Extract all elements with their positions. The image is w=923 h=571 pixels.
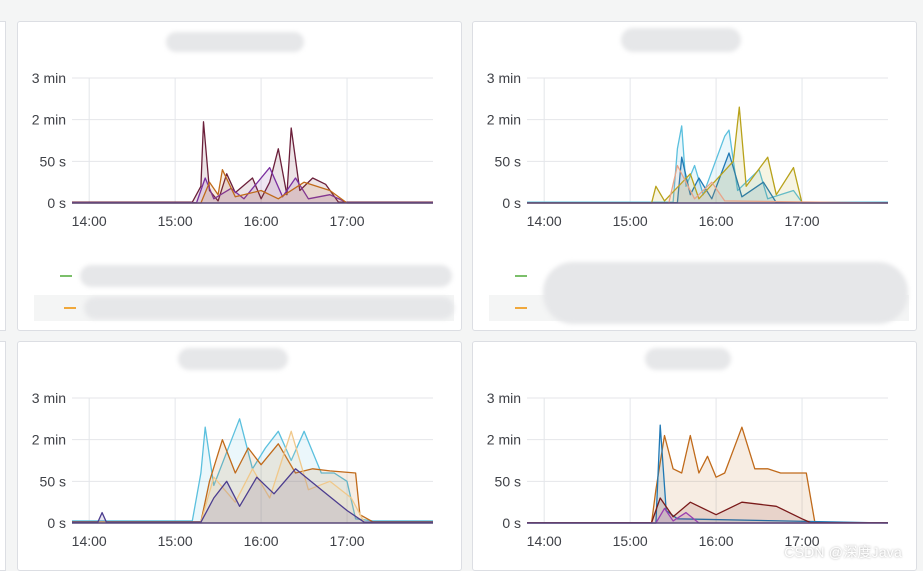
series-line-3 — [527, 106, 888, 204]
y-tick-label: 0 s — [47, 515, 66, 531]
chart-svg-4: 0 s 50 s 2 min 3 min 14:00 15:00 16:00 17:00 — [487, 390, 889, 549]
series-line-3 — [72, 169, 433, 204]
y-tick-label: 50 s — [495, 473, 521, 489]
x-tick-label: 16:00 — [244, 533, 279, 549]
series-area-4 — [527, 165, 888, 203]
series-area-1 — [72, 121, 433, 203]
legend-row-2[interactable] — [34, 295, 454, 321]
panel-title-redacted — [166, 32, 304, 52]
legend-labels-redacted — [543, 262, 908, 324]
legend-swatch-green — [60, 275, 72, 277]
edge-panel-left-top — [0, 21, 6, 331]
y-tick-label: 2 min — [32, 432, 66, 448]
legend-row-1[interactable] — [509, 265, 909, 287]
series-line-1 — [527, 125, 888, 203]
y-tick-label: 50 s — [40, 473, 66, 489]
panel-title-redacted — [645, 348, 731, 370]
y-tick-label: 2 min — [487, 432, 521, 448]
edge-panel-left-bottom — [0, 341, 6, 571]
series-line-4 — [527, 164, 889, 204]
series-line-1 — [72, 418, 433, 522]
series-line-4 — [72, 468, 433, 523]
series-line-3 — [72, 430, 433, 523]
chart-svg-2: 0 s 50 s 2 min 3 min 14:00 15:00 16:00 17:00 — [487, 70, 889, 229]
legend-label-redacted — [80, 265, 452, 287]
y-tick-label: 0 s — [47, 195, 66, 211]
y-tick-label: 50 s — [495, 153, 521, 169]
series-line-2 — [72, 439, 433, 523]
x-tick-label: 14:00 — [72, 533, 107, 549]
series-area-1 — [527, 125, 888, 203]
x-tick-label: 17:00 — [330, 533, 365, 549]
y-tick-label: 2 min — [32, 112, 66, 128]
legend-swatch-green — [515, 275, 527, 277]
chart-svg-3: 0 s 50 s 2 min 3 min 14:00 15:00 16:00 17:00 — [32, 390, 433, 549]
series-line-1 — [72, 121, 433, 203]
x-tick-label: 17:00 — [330, 213, 365, 229]
series-line-3 — [527, 497, 888, 524]
legend-label-redacted — [84, 297, 454, 319]
x-tick-label: 16:00 — [244, 213, 279, 229]
legend-swatch-orange — [64, 307, 76, 309]
x-tick-label: 17:00 — [785, 533, 820, 549]
x-tick-label: 17:00 — [785, 213, 820, 229]
x-tick-label: 14:00 — [527, 213, 562, 229]
series-area-3 — [72, 169, 433, 203]
y-tick-label: 0 s — [502, 195, 521, 211]
x-tick-label: 15:00 — [158, 533, 193, 549]
y-tick-label: 0 s — [502, 515, 521, 531]
y-tick-label: 3 min — [32, 390, 66, 406]
chart-panel-top-left: 0 s 50 s 2 min 3 min 14:00 15:00 16:00 17:00 — [17, 21, 462, 331]
x-tick-label: 14:00 — [72, 213, 107, 229]
series-line-2 — [72, 166, 433, 204]
x-tick-label: 16:00 — [699, 213, 734, 229]
series-area-3 — [72, 431, 433, 523]
chart-svg-1: 0 s 50 s 2 min 3 min 14:00 15:00 16:00 17:00 — [32, 70, 433, 229]
panel-title-redacted — [621, 28, 741, 52]
y-tick-label: 3 min — [487, 390, 521, 406]
x-tick-label: 15:00 — [613, 213, 648, 229]
chart-panel-bottom-right: 0 s 50 s 2 min 3 min 14:00 15:00 16:00 17:00 CS… — [472, 341, 917, 571]
chart-panel-top-right: 0 s 50 s 2 min 3 min 14:00 15:00 16:00 17:00 — [472, 21, 917, 331]
series-area-2 — [72, 167, 433, 203]
y-tick-label: 3 min — [487, 70, 521, 86]
watermark-text: CSDN @深度Java — [784, 544, 902, 560]
chart-panel-bottom-left: 0 s 50 s 2 min 3 min 14:00 15:00 16:00 17:00 — [17, 341, 462, 571]
series-area-4 — [72, 468, 433, 523]
y-tick-label: 3 min — [32, 70, 66, 86]
series-area-1 — [527, 427, 888, 523]
y-tick-label: 2 min — [487, 112, 521, 128]
x-tick-label: 15:00 — [613, 533, 648, 549]
legend-swatch-orange — [515, 307, 527, 309]
panel-title-redacted — [178, 348, 288, 370]
x-tick-label: 15:00 — [158, 213, 193, 229]
y-tick-label: 50 s — [40, 153, 66, 169]
series-area-1 — [72, 418, 433, 523]
x-tick-label: 14:00 — [527, 533, 562, 549]
legend-row-1[interactable] — [54, 265, 454, 287]
series-area-2 — [72, 439, 433, 523]
series-line-1 — [527, 426, 888, 524]
x-tick-label: 16:00 — [699, 533, 734, 549]
